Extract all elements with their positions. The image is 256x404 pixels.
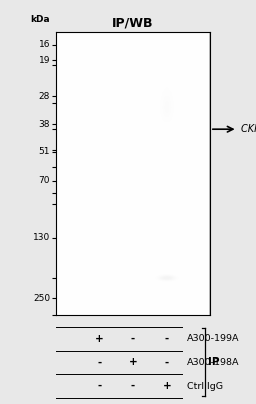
Title: IP/WB: IP/WB bbox=[112, 17, 154, 30]
Text: 16: 16 bbox=[39, 40, 50, 49]
Text: -: - bbox=[165, 334, 169, 344]
Text: +: + bbox=[95, 334, 104, 344]
Text: -: - bbox=[165, 358, 169, 367]
Text: -: - bbox=[97, 358, 101, 367]
Text: 19: 19 bbox=[39, 56, 50, 65]
Text: IP: IP bbox=[208, 358, 220, 367]
Text: 130: 130 bbox=[33, 234, 50, 242]
Text: 28: 28 bbox=[39, 92, 50, 101]
Text: -: - bbox=[97, 381, 101, 391]
Text: -: - bbox=[131, 381, 135, 391]
Text: 38: 38 bbox=[39, 120, 50, 129]
Text: +: + bbox=[129, 358, 137, 367]
Text: 250: 250 bbox=[33, 294, 50, 303]
Text: 51: 51 bbox=[39, 147, 50, 156]
Text: +: + bbox=[163, 381, 171, 391]
Text: kDa: kDa bbox=[30, 15, 50, 24]
Text: A300-199A: A300-199A bbox=[187, 334, 239, 343]
Text: 70: 70 bbox=[39, 176, 50, 185]
Text: CKII alpha': CKII alpha' bbox=[241, 124, 256, 134]
Text: -: - bbox=[131, 334, 135, 344]
Text: A300-198A: A300-198A bbox=[187, 358, 239, 367]
Text: Ctrl IgG: Ctrl IgG bbox=[187, 382, 223, 391]
